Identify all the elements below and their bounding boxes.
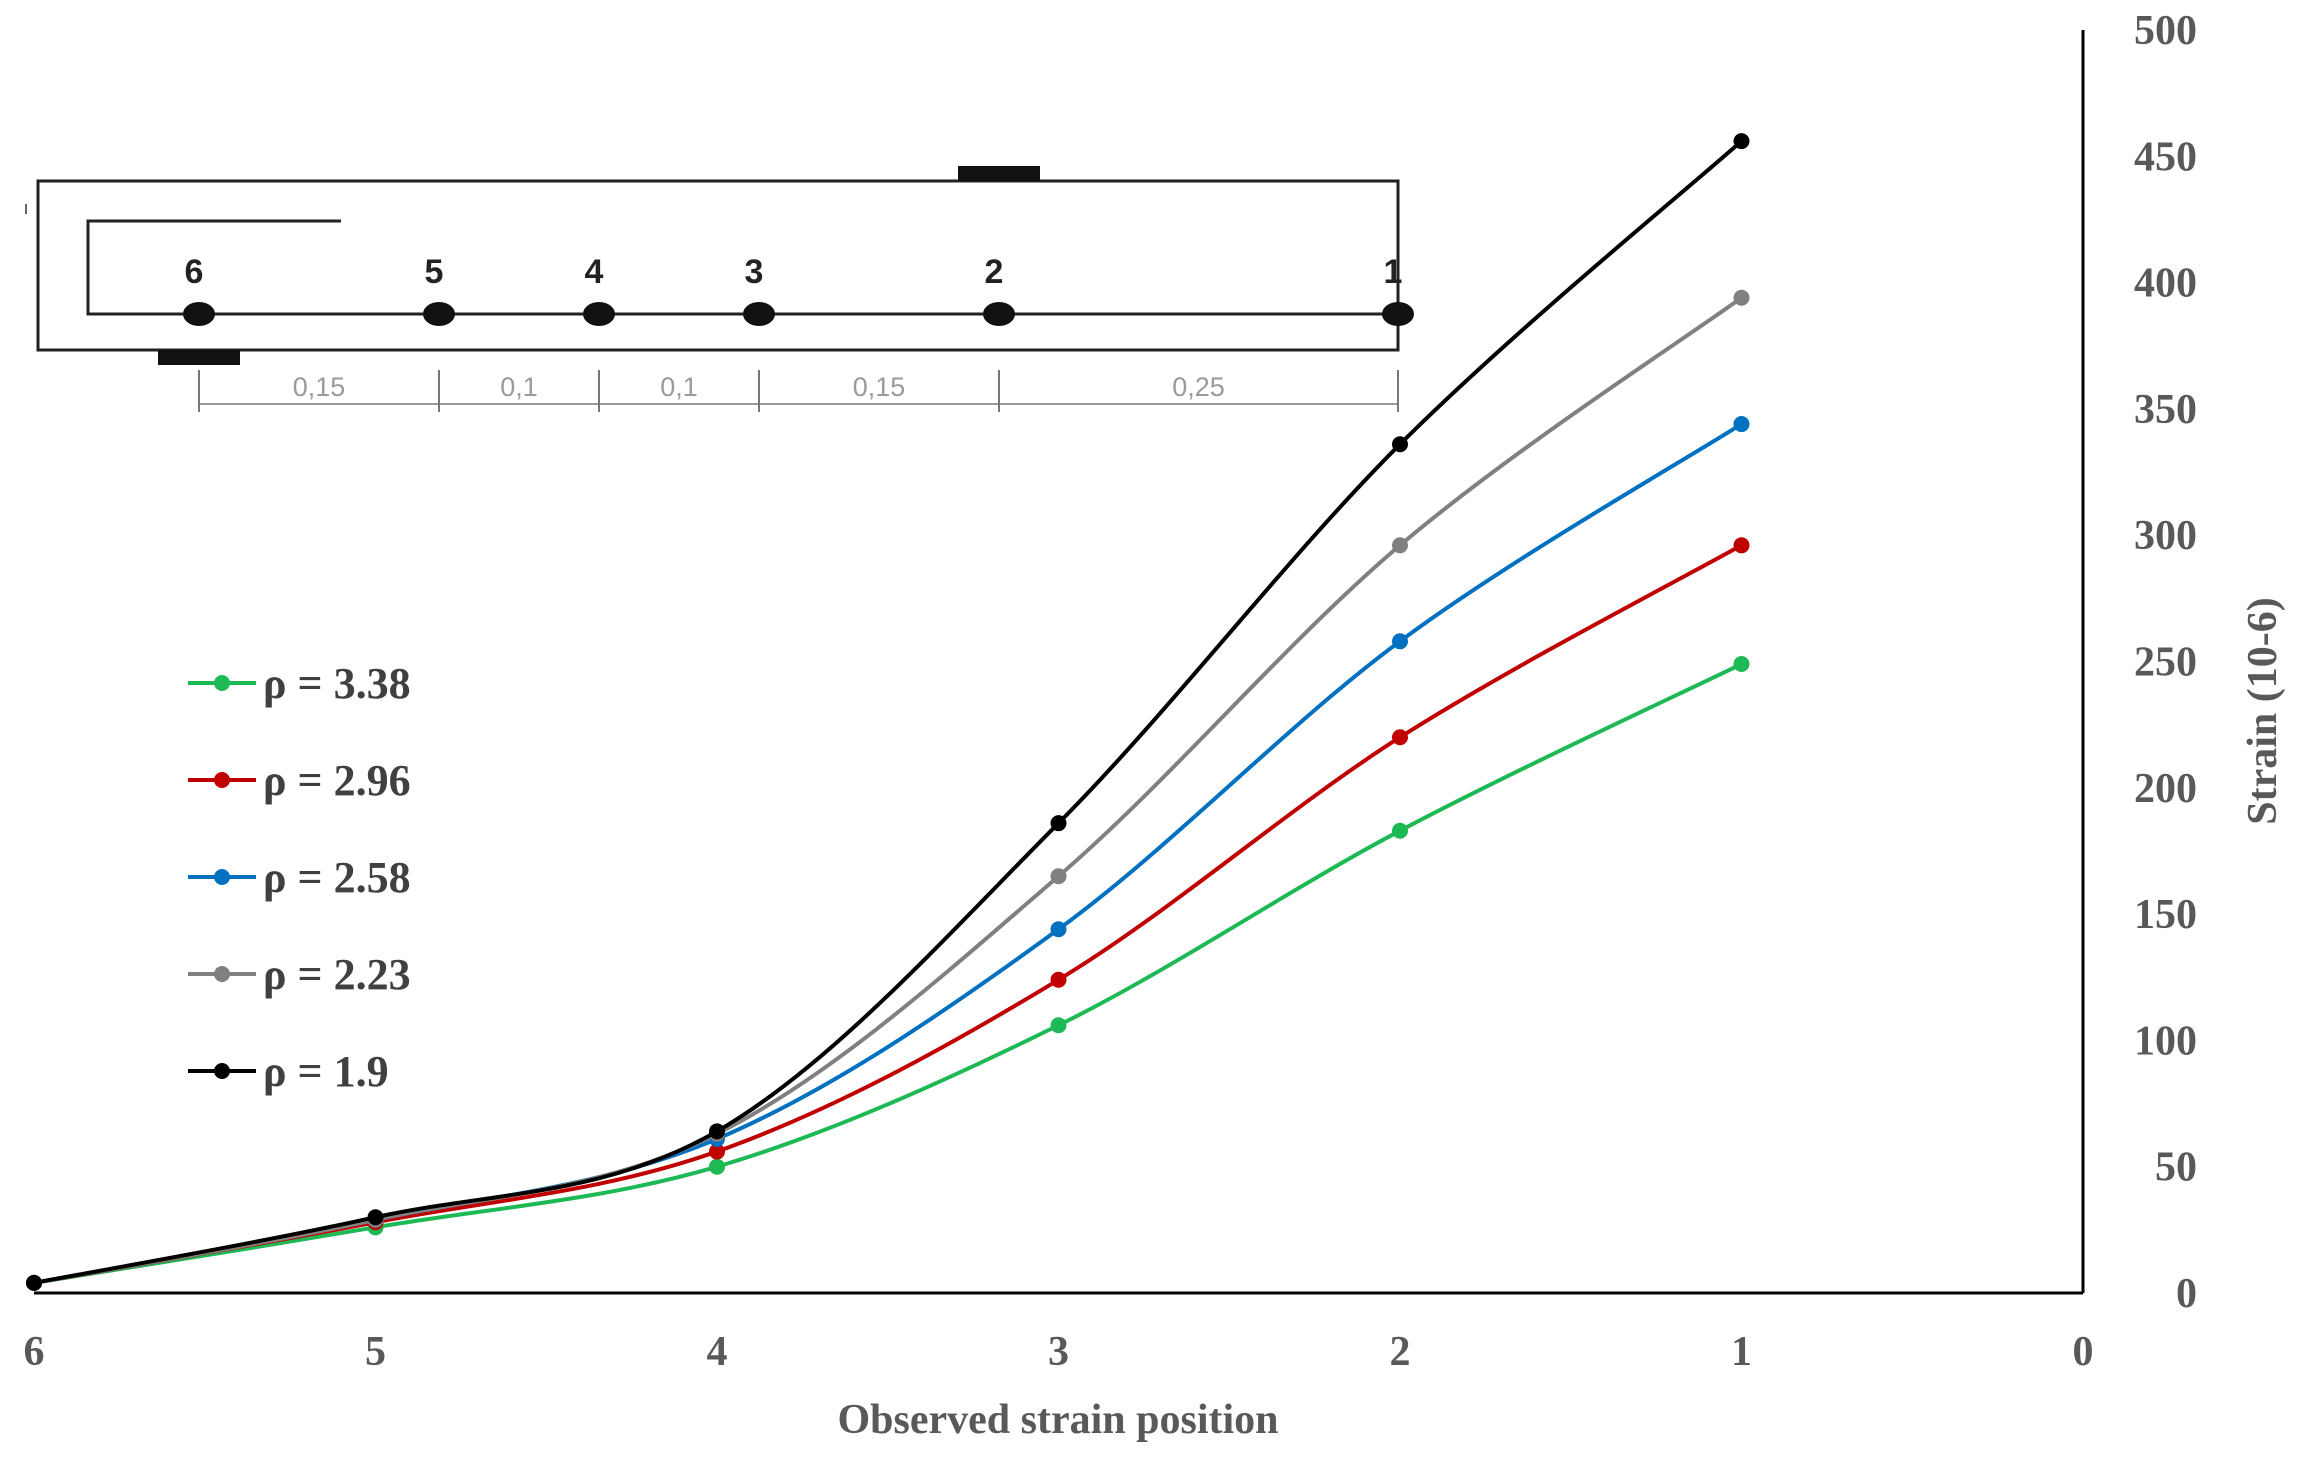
- data-point: [1392, 537, 1408, 554]
- y-tick-label: 200: [2134, 766, 2197, 812]
- diagram-nodes: 6 5 4 3 2 1: [183, 253, 1414, 326]
- x-tick-label: 4: [707, 1329, 728, 1375]
- y-tick-label: 300: [2134, 513, 2197, 559]
- data-point: [1733, 537, 1750, 554]
- diagram-dimensions: 0,15 0,1 0,1 0,15 0,25: [198, 370, 1399, 412]
- x-axis-title: Observed strain position: [837, 1397, 1278, 1443]
- legend-swatch-marker: [214, 966, 230, 982]
- diagram-node-label: 6: [185, 253, 204, 291]
- x-tick-label: 2: [1390, 1329, 1411, 1375]
- y-tick-label: 0: [2176, 1271, 2197, 1317]
- legend-label: ρ = 3.38: [263, 659, 411, 708]
- y-axis-title: Strain (10-6): [2240, 597, 2286, 824]
- beam-outline: [36, 179, 1400, 352]
- legend: ρ = 3.38 ρ = 2.96 ρ = 2.58 ρ = 2.23 ρ = 1.9: [188, 659, 411, 1096]
- y-tick-label: 500: [2134, 8, 2197, 54]
- legend-item: ρ = 2.96: [188, 756, 411, 805]
- diagram-node-label: 3: [745, 253, 764, 291]
- data-point: [367, 1209, 384, 1226]
- series-line: [33, 662, 1743, 1285]
- y-tick-label: 350: [2134, 387, 2197, 433]
- legend-item: ρ = 2.58: [188, 853, 411, 902]
- legend-swatch-marker: [214, 1063, 230, 1079]
- diagram-node-label: 5: [425, 253, 444, 291]
- series-1: [26, 537, 1750, 1291]
- diagram-node: [583, 302, 615, 326]
- legend-swatch-marker: [214, 772, 230, 788]
- y-tick-labels: 0 50 100 150 200 250 300 350 400 450 500: [2134, 8, 2197, 1317]
- dimension-label: 0,1: [500, 372, 538, 402]
- data-point: [1050, 1017, 1067, 1034]
- y-tick-label: 450: [2134, 134, 2197, 180]
- y-tick-label: 150: [2134, 892, 2197, 938]
- y-tick-label: 100: [2134, 1018, 2197, 1064]
- legend-label: ρ = 2.58: [263, 853, 411, 902]
- diagram-node: [183, 302, 215, 326]
- data-point: [1733, 656, 1750, 673]
- data-point: [1050, 971, 1067, 988]
- legend-swatch-marker: [214, 675, 230, 691]
- data-point: [1392, 729, 1408, 746]
- diagram-node: [983, 302, 1015, 326]
- diagram-node: [423, 302, 455, 326]
- top-support: [958, 166, 1040, 181]
- x-tick-label: 6: [24, 1329, 45, 1375]
- y-tick-label: 50: [2155, 1145, 2197, 1191]
- data-point: [1733, 416, 1750, 433]
- legend-swatch-marker: [214, 869, 230, 885]
- diagram-node: [743, 302, 775, 326]
- data-point: [1733, 289, 1750, 306]
- legend-item: ρ = 2.23: [188, 950, 411, 999]
- series-4: [26, 133, 1750, 1291]
- data-point: [1392, 822, 1408, 839]
- data-point: [709, 1123, 725, 1140]
- legend-item: ρ = 1.9: [188, 1047, 389, 1096]
- dimension-label: 0,25: [1172, 372, 1225, 402]
- legend-label: ρ = 2.23: [263, 950, 411, 999]
- legend-label: ρ = 2.96: [263, 756, 411, 805]
- dimension-label: 0,15: [853, 372, 906, 402]
- diagram-node-label: 2: [985, 253, 1004, 291]
- data-point: [1392, 633, 1408, 650]
- data-point: [709, 1143, 725, 1160]
- data-point: [1392, 436, 1408, 453]
- diagram-node-label: 1: [1384, 253, 1403, 291]
- x-tick-label: 1: [1731, 1329, 1752, 1375]
- beam-diagram: 6 5 4 3 2 1 0,15 0,1 0,1 0,15 0,25: [25, 166, 1414, 412]
- data-point: [26, 1274, 42, 1291]
- data-point: [709, 1158, 725, 1175]
- series-line: [33, 139, 1743, 1285]
- data-point: [1050, 815, 1067, 832]
- legend-label: ρ = 1.9: [263, 1047, 389, 1096]
- y-tick-label: 250: [2134, 640, 2197, 686]
- series-layer: [26, 133, 1750, 1291]
- dimension-label: 0,1: [660, 372, 698, 402]
- x-tick-label: 0: [2073, 1329, 2094, 1375]
- data-point: [1050, 868, 1067, 885]
- x-tick-label: 3: [1048, 1329, 1069, 1375]
- x-tick-label: 5: [365, 1329, 386, 1375]
- diagram-node-label: 4: [585, 253, 604, 291]
- y-tick-label: 400: [2134, 261, 2197, 307]
- legend-item: ρ = 3.38: [188, 659, 411, 708]
- series-line: [33, 543, 1743, 1285]
- bottom-support: [158, 350, 240, 365]
- series-line: [33, 296, 1743, 1285]
- reinforcement-hook: [86, 219, 1398, 316]
- data-point: [1050, 921, 1067, 938]
- x-tick-labels: 6 5 4 3 2 1 0: [24, 1329, 2094, 1375]
- data-point: [1733, 133, 1750, 150]
- dimension-label: 0,15: [293, 372, 346, 402]
- diagram-node: [1382, 302, 1414, 326]
